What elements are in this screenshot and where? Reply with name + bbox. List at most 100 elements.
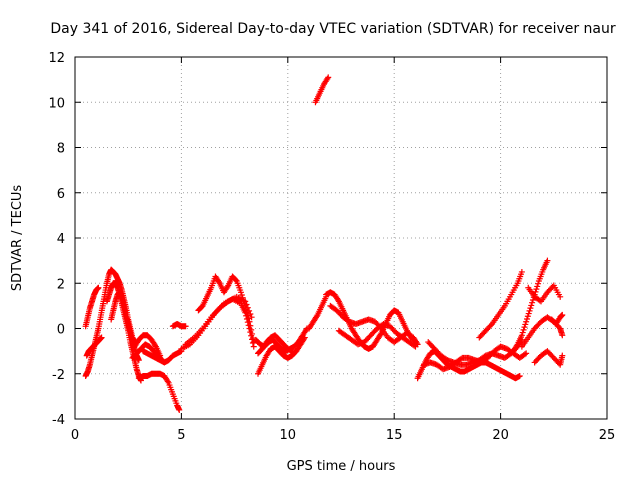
data-point	[246, 318, 253, 325]
data-point	[518, 332, 525, 339]
data-point	[303, 326, 310, 333]
data-point	[159, 357, 166, 364]
data-point	[324, 75, 331, 82]
data-point	[525, 310, 532, 317]
y-tick-label: 4	[57, 232, 65, 247]
data-point	[527, 305, 534, 312]
series-i	[129, 341, 166, 364]
series-j	[169, 320, 189, 330]
data-point	[559, 352, 566, 359]
data-point	[152, 342, 159, 349]
series-g	[131, 332, 164, 359]
data-point	[529, 299, 536, 306]
series-e	[108, 289, 142, 364]
data-point	[520, 326, 527, 333]
x-tick-label: 25	[599, 428, 616, 443]
grid	[75, 57, 607, 419]
data-point	[519, 329, 526, 336]
series-ac	[531, 348, 566, 368]
data-point	[239, 294, 246, 301]
series-r	[312, 74, 332, 106]
data-point	[557, 293, 564, 300]
data-point	[301, 334, 308, 341]
series-y	[476, 268, 525, 341]
series-c	[82, 266, 138, 380]
y-tick-label: -2	[52, 368, 65, 383]
data-point	[523, 318, 530, 325]
y-tick-label: 0	[57, 323, 65, 338]
series-u	[335, 320, 419, 350]
data-point	[335, 296, 342, 303]
data-point	[521, 351, 528, 358]
series-z	[510, 257, 551, 355]
data-point	[248, 326, 255, 333]
data-point	[98, 334, 105, 341]
data-point	[164, 378, 171, 385]
y-tick-label: 6	[57, 187, 65, 202]
data-point	[534, 283, 541, 290]
data-point	[300, 335, 307, 342]
data-point	[522, 321, 529, 328]
x-tick-label: 20	[492, 428, 509, 443]
data-point	[241, 300, 248, 307]
data-point	[412, 343, 419, 350]
data-point	[237, 289, 244, 296]
data-point	[238, 292, 245, 299]
x-tick-label: 5	[177, 428, 185, 443]
series-f	[135, 370, 183, 413]
data-point	[535, 280, 542, 287]
data-point	[95, 284, 102, 291]
data-point	[528, 302, 535, 309]
data-point	[240, 297, 247, 304]
y-tick-label: 2	[57, 277, 65, 292]
data-point	[544, 257, 551, 264]
series-q	[306, 293, 330, 332]
data-point	[232, 277, 239, 284]
series-p	[255, 332, 296, 357]
data-point	[243, 309, 250, 316]
series-ad	[548, 311, 566, 327]
series-ab	[525, 282, 564, 305]
data-point	[248, 314, 255, 321]
data-point	[245, 315, 252, 322]
data-point	[559, 332, 566, 339]
data-point	[487, 322, 494, 329]
data-point	[411, 342, 418, 349]
data-point	[533, 286, 540, 293]
data-point	[182, 323, 189, 330]
data-point	[513, 342, 520, 349]
data-point	[247, 322, 254, 329]
data-point	[523, 315, 530, 322]
data-points	[82, 74, 566, 413]
y-tick-label: 10	[48, 96, 65, 111]
x-tick-label: 10	[280, 428, 297, 443]
data-point	[524, 313, 531, 320]
data-point	[249, 330, 256, 337]
series-x	[420, 343, 530, 373]
data-point	[176, 406, 183, 413]
data-point	[243, 306, 250, 313]
axis-ticks: 0 5 10 15 20 25 -4 -2 0 2 4 6 8 10 12	[48, 51, 615, 443]
x-tick-label: 15	[386, 428, 403, 443]
y-tick-label: 8	[57, 142, 65, 157]
data-point	[518, 268, 525, 275]
series-a	[82, 284, 102, 330]
data-point	[313, 313, 320, 320]
data-point	[559, 311, 566, 318]
data-point	[523, 350, 530, 357]
data-point	[158, 356, 165, 363]
x-tick-label: 0	[71, 428, 79, 443]
series-o	[255, 334, 308, 377]
series-m	[195, 273, 257, 346]
data-point	[325, 74, 332, 81]
data-point	[135, 357, 142, 364]
data-point	[516, 373, 523, 380]
data-point	[289, 348, 296, 355]
data-point	[215, 278, 222, 285]
y-tick-label: 12	[48, 51, 65, 66]
y-tick-label: -4	[52, 413, 65, 428]
x-axis-label: GPS time / hours	[287, 459, 396, 474]
data-point	[244, 312, 251, 319]
data-point	[242, 302, 249, 309]
